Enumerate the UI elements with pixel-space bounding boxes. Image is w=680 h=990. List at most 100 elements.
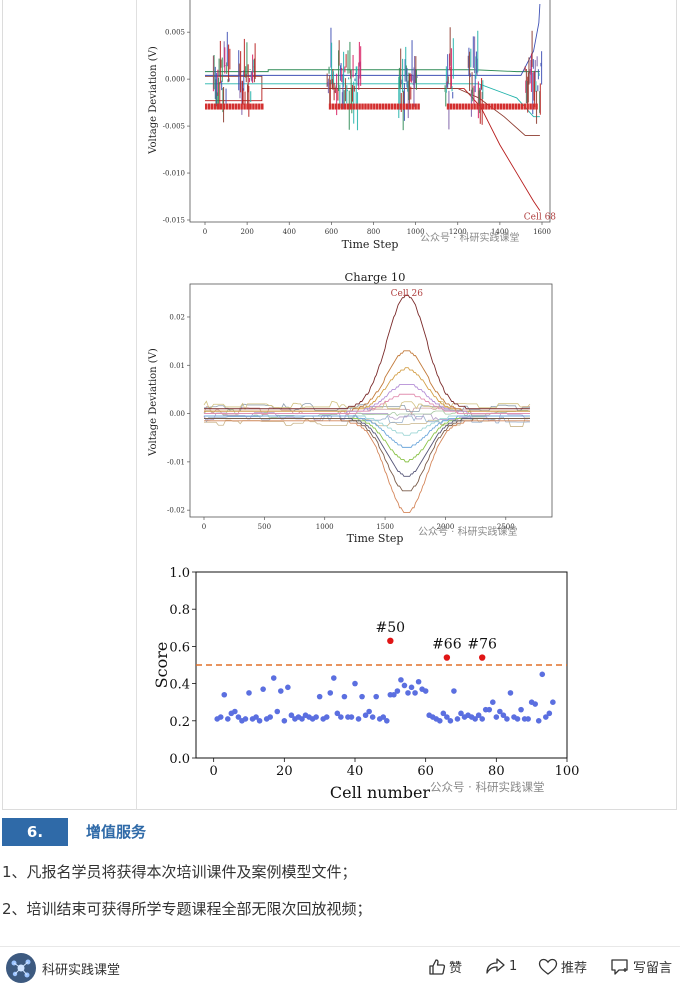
data-point	[274, 708, 281, 715]
x-tick-label: 600	[325, 228, 338, 236]
series-line	[205, 83, 540, 118]
y-tick-label: -0.015	[163, 217, 185, 225]
red-marker	[449, 103, 453, 110]
red-marker	[402, 103, 406, 110]
data-point	[422, 688, 429, 694]
red-marker	[499, 103, 503, 110]
red-marker	[517, 103, 521, 110]
red-marker	[535, 103, 538, 110]
data-point	[253, 714, 259, 720]
data-point	[373, 693, 379, 700]
data-point	[497, 708, 503, 715]
red-marker	[473, 103, 476, 110]
data-point	[391, 691, 397, 698]
red-marker	[455, 103, 459, 110]
thumbs-up-icon	[429, 958, 446, 975]
watermark-text: 公众号 · 科研实践课堂	[418, 525, 518, 538]
bump-line	[204, 367, 530, 412]
data-point	[362, 712, 369, 719]
red-marker	[523, 103, 526, 110]
red-marker	[505, 103, 509, 110]
red-marker	[387, 103, 391, 110]
watermark-text: 公众号 · 科研实践课堂	[420, 231, 520, 244]
data-point	[472, 716, 478, 722]
x-tick-label: 0	[203, 228, 207, 236]
account-name[interactable]: 科研实践课堂	[42, 963, 121, 978]
red-marker	[358, 103, 361, 110]
comment-button[interactable]: 写留言	[610, 957, 672, 976]
annotation-cell-label: Cell 68	[524, 212, 557, 222]
account-avatar[interactable]	[6, 953, 36, 983]
data-point	[440, 710, 447, 717]
section-title: 增值服务	[86, 823, 147, 841]
data-point	[256, 718, 263, 724]
data-point	[398, 677, 404, 683]
data-point	[507, 690, 514, 696]
red-marker	[496, 103, 500, 110]
red-marker	[493, 103, 497, 110]
x-tick-label: 2000	[437, 523, 455, 531]
red-marker	[482, 103, 485, 110]
y-tick-label: 0.01	[169, 362, 185, 370]
data-point	[313, 714, 319, 720]
chart-1-panel: 0 200 400 600 800 1000 1200 1400 1600 0.005 0.000 -…	[140, 0, 560, 255]
data-point	[232, 708, 238, 715]
x-tick-label: 1500	[376, 523, 394, 531]
chart-2-panel: Charge 10 0 500 1000 1500 2000 2500 0.02 0.01 0.0…	[140, 262, 560, 552]
data-point	[246, 690, 252, 696]
y-tick-label: -0.02	[167, 507, 185, 515]
anomaly-point	[443, 654, 451, 661]
red-marker	[216, 103, 220, 110]
y-tick-label: 0.6	[169, 640, 190, 655]
recommend-button[interactable]: 推荐	[538, 957, 587, 976]
anomaly-point	[387, 637, 394, 645]
y-tick-label: 0.005	[165, 29, 185, 37]
red-marker	[408, 103, 411, 110]
y-tick-label: 1.0	[169, 566, 190, 581]
like-button[interactable]: 赞	[428, 957, 462, 976]
x-tick-label: 100	[555, 764, 580, 779]
data-point	[384, 718, 390, 724]
share-count: 1	[509, 958, 518, 974]
red-marker	[485, 103, 488, 110]
data-point	[475, 712, 482, 719]
red-marker	[511, 103, 515, 110]
data-point	[546, 710, 553, 717]
bump-line	[204, 417, 530, 492]
x-tick-label: 1600	[533, 228, 551, 236]
baseline-line	[204, 403, 530, 413]
y-tick-label: 0.2	[169, 715, 190, 730]
x-tick-label: 1400	[491, 228, 509, 236]
data-point	[334, 710, 341, 717]
data-point	[532, 701, 538, 707]
red-marker	[479, 103, 482, 110]
red-marker	[529, 103, 532, 110]
x-tick-label: 1000	[407, 228, 425, 236]
red-marker	[237, 103, 240, 110]
red-marker	[355, 103, 358, 110]
red-marker	[520, 103, 524, 110]
share-button[interactable]: 1	[486, 957, 517, 975]
baseline-line	[203, 400, 531, 411]
plot-frame	[189, 283, 553, 518]
chart-3-panel: 0 20 40 60 80 100 0.0 0.2 0.4 0.6 0.8 1.0 Cell numbe…	[140, 560, 600, 808]
red-marker	[470, 103, 473, 110]
y-axis-label: Voltage Deviation (V)	[148, 348, 159, 457]
red-marker	[261, 103, 264, 110]
red-marker	[390, 103, 394, 110]
data-point	[278, 688, 284, 694]
bump-line	[204, 415, 530, 448]
red-marker	[252, 103, 255, 110]
data-point	[394, 688, 401, 694]
data-point	[316, 693, 323, 700]
red-marker	[340, 103, 344, 110]
y-tick-label: -0.005	[163, 123, 185, 131]
red-marker	[349, 103, 352, 110]
figure-container	[2, 0, 677, 810]
heart-icon	[538, 958, 558, 975]
data-point	[408, 684, 415, 691]
red-marker	[346, 103, 350, 110]
anomaly-label: #66	[432, 637, 462, 653]
plot-frame	[189, 0, 551, 223]
data-point	[331, 675, 337, 681]
